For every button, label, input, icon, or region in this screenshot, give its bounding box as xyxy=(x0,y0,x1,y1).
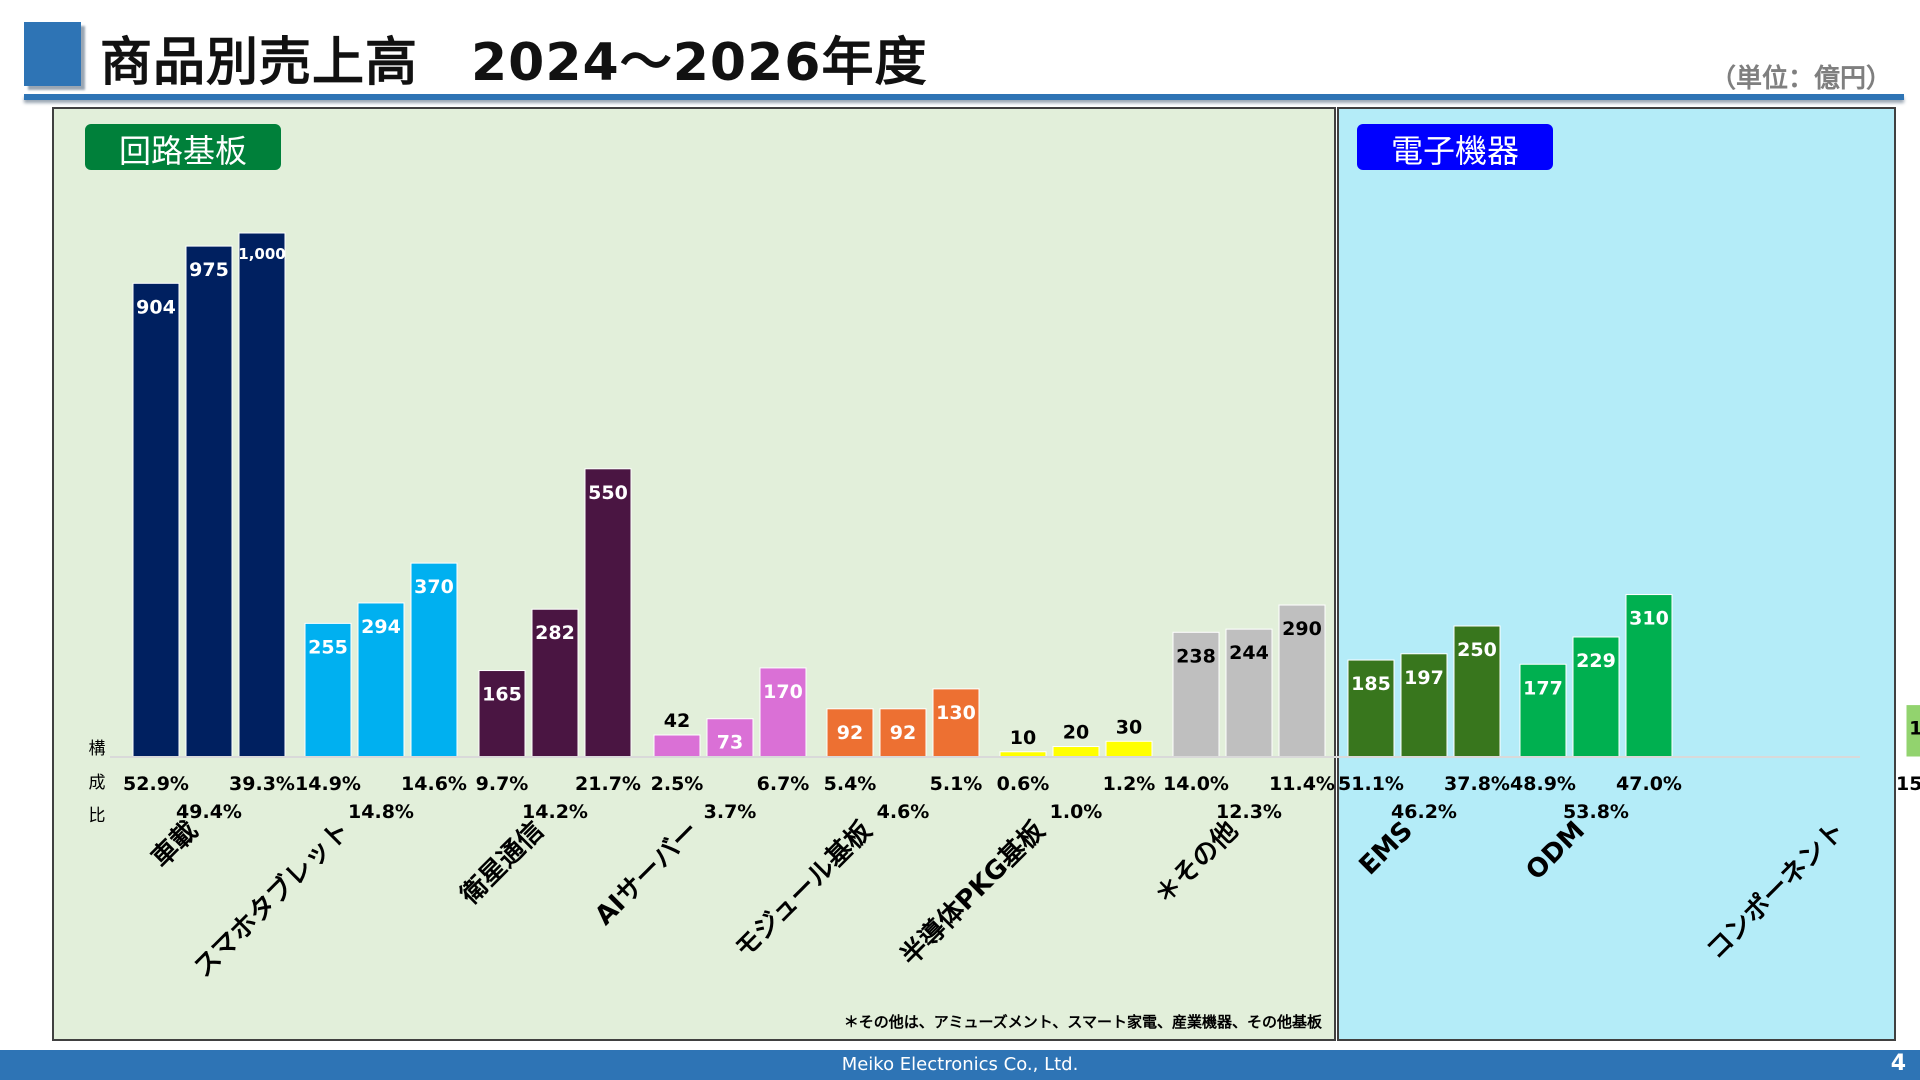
page-title: 商品別売上高 2024～2026年度 xyxy=(100,33,928,93)
ratio-label: 9.7% xyxy=(476,773,529,795)
ratio-label: 52.9% xyxy=(123,773,189,795)
bar xyxy=(1453,625,1501,758)
bar-value-label: 170 xyxy=(763,681,803,703)
ratio-label: 0.6% xyxy=(997,773,1050,795)
ratio-label: 11.4% xyxy=(1269,773,1335,795)
ratio-label: 14.9% xyxy=(295,773,361,795)
bar xyxy=(1400,653,1448,758)
ratio-label: 14.8% xyxy=(348,801,414,823)
ratio-label: 51.1% xyxy=(1338,773,1404,795)
unit-label: （単位：億円） xyxy=(1709,64,1892,94)
bar-value-label: 904 xyxy=(136,296,176,318)
bar xyxy=(653,734,701,758)
ratio-label: 1.2% xyxy=(1103,773,1156,795)
bar xyxy=(132,282,180,758)
ratio-label: 5.1% xyxy=(930,773,983,795)
bar-value-label: 1,000 xyxy=(238,245,285,263)
ratio-label: 12.3% xyxy=(1216,801,1282,823)
panel-title-electronic-devices: 電子機器 xyxy=(1391,132,1519,170)
bar xyxy=(879,708,927,758)
ratio-label: 49.4% xyxy=(176,801,242,823)
ratio-label: 1.0% xyxy=(1050,801,1103,823)
ratio-label-char-3: 比 xyxy=(89,806,106,826)
bar-value-label: 290 xyxy=(1282,618,1322,640)
ratio-label: 2.5% xyxy=(651,773,704,795)
ratio-label: 14.2% xyxy=(522,801,588,823)
bar-value-label: 10 xyxy=(1010,727,1036,749)
bar-value-label: 244 xyxy=(1229,642,1269,664)
page-number: 4 xyxy=(1890,1051,1906,1076)
bar-value-label: 310 xyxy=(1629,608,1669,630)
ratio-label: 21.7% xyxy=(575,773,641,795)
bar xyxy=(1905,704,1920,758)
bar xyxy=(1572,636,1620,758)
ratio-label: 14.0% xyxy=(1163,773,1229,795)
bar xyxy=(185,245,233,758)
bar xyxy=(238,232,286,758)
bar xyxy=(304,622,352,758)
bar-value-label: 100 xyxy=(1909,718,1920,740)
ratio-label: 39.3% xyxy=(229,773,295,795)
bar xyxy=(531,608,579,758)
panel-title-circuit-boards: 回路基板 xyxy=(119,132,247,170)
bar-value-label: 294 xyxy=(361,616,401,638)
bar-value-label: 92 xyxy=(890,722,916,744)
ratio-label: 47.0% xyxy=(1616,773,1682,795)
bar xyxy=(1625,594,1673,758)
bar-value-label: 197 xyxy=(1404,667,1444,689)
ratio-label: 53.8% xyxy=(1563,801,1629,823)
footer-bar xyxy=(0,1050,1920,1080)
bar xyxy=(1278,604,1326,758)
bar-value-label: 177 xyxy=(1523,677,1563,699)
ratio-label-char-1: 構 xyxy=(89,739,106,759)
bar xyxy=(1172,631,1220,758)
bar xyxy=(410,562,458,758)
bar xyxy=(1105,740,1153,758)
bar-value-label: 229 xyxy=(1576,650,1616,672)
bar-value-label: 250 xyxy=(1457,639,1497,661)
ratio-label-char-2: 成 xyxy=(89,773,106,793)
bar xyxy=(759,667,807,758)
bar xyxy=(357,602,405,758)
panel-title-badge-circuit-boards xyxy=(85,124,281,170)
bar-value-label: 20 xyxy=(1063,722,1089,744)
ratio-label: 46.2% xyxy=(1391,801,1457,823)
ratio-label: 5.4% xyxy=(824,773,877,795)
bars-layer: 904 975 1,000 255 294 370 165 282 550 42 73 170 92 92… xyxy=(132,232,1920,758)
bar xyxy=(1519,663,1567,758)
bar-value-label: 550 xyxy=(588,482,628,504)
bar-value-label: 130 xyxy=(936,702,976,724)
bar xyxy=(706,718,754,758)
bar-value-label: 238 xyxy=(1176,645,1216,667)
bar-value-label: 370 xyxy=(414,576,454,598)
bar-value-label: 30 xyxy=(1116,716,1142,738)
title-accent-square xyxy=(24,22,81,86)
ratio-label: 4.6% xyxy=(877,801,930,823)
ratio-label: 15.2% xyxy=(1896,773,1920,795)
panel-title-badge-electronic-devices xyxy=(1357,124,1553,170)
ratio-label: 37.8% xyxy=(1444,773,1510,795)
bar xyxy=(1225,628,1273,758)
ratio-label: 6.7% xyxy=(757,773,810,795)
bar-value-label: 42 xyxy=(664,710,690,732)
bar xyxy=(584,468,632,758)
title-underline xyxy=(24,94,1904,100)
ratio-layer: 52.9% 49.4% 39.3% 14.9% 14.8% 14.6% 9.7% 14.2% 2… xyxy=(123,773,1920,823)
bar-value-label: 92 xyxy=(837,722,863,744)
panel-electronic-devices xyxy=(1337,107,1896,1041)
bar-value-label: 73 xyxy=(717,732,743,754)
bar-value-label: 282 xyxy=(535,622,575,644)
ratio-label: 3.7% xyxy=(704,801,757,823)
footnote: ＊その他は、アミューズメント、スマート家電、産業機器、その他基板 xyxy=(844,1013,1323,1031)
bar xyxy=(932,688,980,758)
bar-value-label: 185 xyxy=(1351,673,1391,695)
bar xyxy=(1052,746,1100,758)
bar-value-label: 975 xyxy=(189,259,229,281)
company-name: Meiko Electronics Co., Ltd. xyxy=(841,1054,1079,1075)
ratio-label: 48.9% xyxy=(1510,773,1576,795)
bar-value-label: 255 xyxy=(308,636,348,658)
ratio-label: 14.6% xyxy=(401,773,467,795)
bar-value-label: 165 xyxy=(482,684,522,706)
